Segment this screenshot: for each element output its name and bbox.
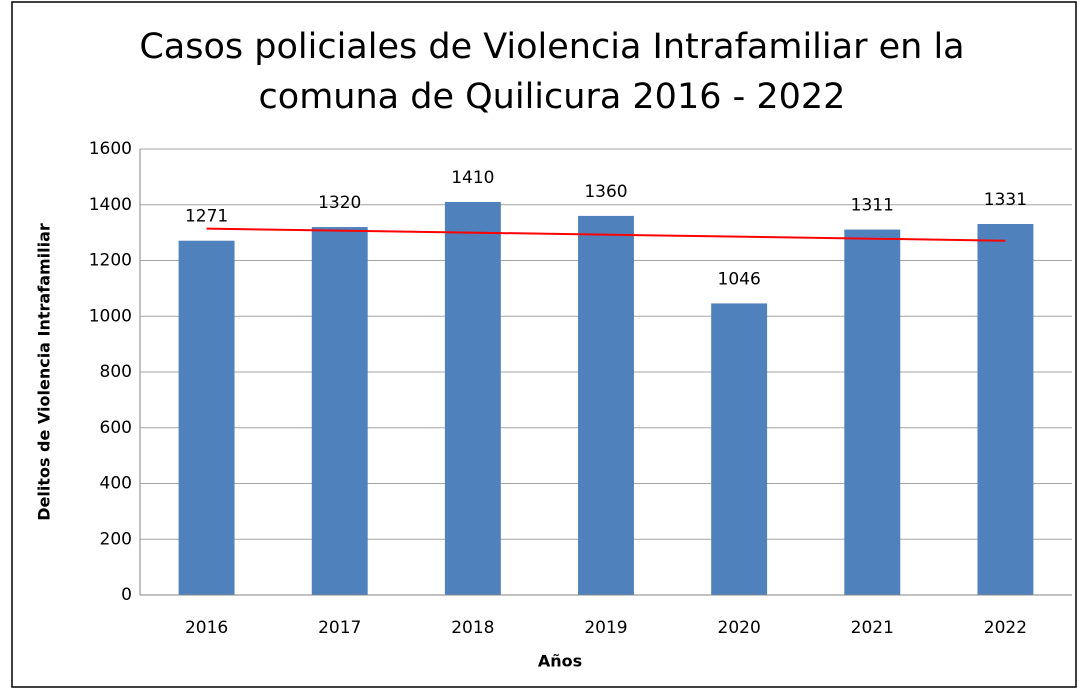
bar <box>977 223 1034 595</box>
x-tick-label: 2016 <box>185 618 228 638</box>
chart-title: Casos policiales de Violencia Intrafamil… <box>139 27 964 67</box>
bar <box>844 229 901 595</box>
bar <box>311 227 368 596</box>
y-tick-label: 800 <box>100 362 132 382</box>
y-tick-label: 1000 <box>89 306 132 326</box>
y-tick-label: 1400 <box>89 195 132 215</box>
value-label: 1360 <box>584 182 627 202</box>
y-axis-title: Delitos de Violencia Intrafamiliar <box>35 223 54 521</box>
bar <box>178 240 235 596</box>
y-tick-label: 0 <box>121 585 132 605</box>
value-label: 1331 <box>984 190 1027 210</box>
x-axis-title: Años <box>538 652 582 671</box>
x-tick-label: 2019 <box>584 618 627 638</box>
value-label: 1311 <box>851 196 894 216</box>
y-tick-label: 400 <box>100 474 132 494</box>
y-tick-label: 600 <box>100 418 132 438</box>
value-label: 1046 <box>718 269 761 289</box>
y-tick-label: 1600 <box>89 139 132 159</box>
value-label: 1271 <box>185 207 228 227</box>
trendline <box>206 227 1006 242</box>
value-label: 1320 <box>318 193 361 213</box>
x-tick-label: 2022 <box>984 618 1027 638</box>
value-label: 1410 <box>451 168 494 188</box>
y-tick-label: 1200 <box>89 251 132 271</box>
y-tick-label: 200 <box>100 529 132 549</box>
bar <box>444 201 501 595</box>
bar <box>578 215 634 595</box>
x-tick-label: 2020 <box>718 618 761 638</box>
x-tick-label: 2021 <box>851 618 894 638</box>
x-tick-label: 2018 <box>451 618 494 638</box>
x-tick-label: 2017 <box>318 618 361 638</box>
bar <box>711 303 768 595</box>
chart-title: comuna de Quilicura 2016 - 2022 <box>259 77 846 117</box>
